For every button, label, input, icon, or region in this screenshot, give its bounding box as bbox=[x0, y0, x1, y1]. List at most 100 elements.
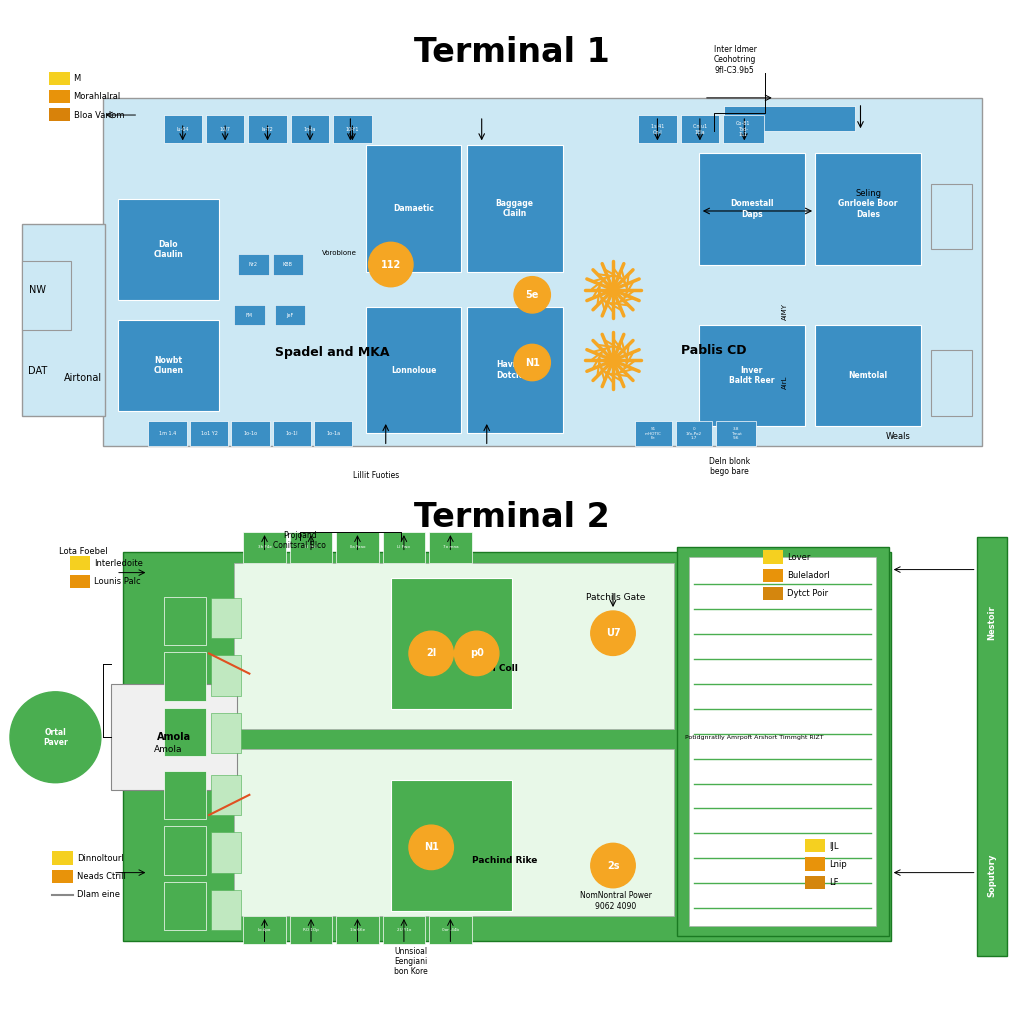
Bar bbox=[206, 115, 245, 143]
Bar bbox=[102, 98, 982, 446]
Bar bbox=[429, 916, 472, 944]
Text: Nemtolal: Nemtolal bbox=[849, 371, 888, 380]
Bar bbox=[118, 199, 219, 300]
Text: Buleladorl: Buleladorl bbox=[786, 571, 829, 581]
Text: 10-Y1: 10-Y1 bbox=[346, 127, 359, 132]
Bar bbox=[763, 550, 782, 563]
Bar bbox=[164, 771, 206, 819]
Text: Airtonal: Airtonal bbox=[63, 373, 101, 383]
Bar bbox=[211, 598, 242, 638]
Text: p0: p0 bbox=[470, 648, 483, 658]
Text: Dlam eine: Dlam eine bbox=[77, 890, 120, 899]
Text: JeF: JeF bbox=[286, 312, 294, 317]
Bar bbox=[234, 750, 674, 916]
Circle shape bbox=[409, 825, 454, 869]
Bar bbox=[164, 652, 206, 700]
Bar bbox=[211, 774, 242, 815]
Text: 3.8
Tmut
9.6: 3.8 Tmut 9.6 bbox=[731, 427, 741, 440]
Bar bbox=[681, 115, 719, 143]
Bar bbox=[763, 587, 782, 600]
Text: 7o mna: 7o mna bbox=[442, 546, 458, 549]
Bar bbox=[244, 916, 286, 944]
Text: Interledoite: Interledoite bbox=[94, 559, 142, 568]
Bar bbox=[118, 321, 219, 411]
Text: Lach Coll: Lach Coll bbox=[472, 665, 517, 673]
Text: 0or .44b: 0or .44b bbox=[442, 928, 459, 932]
Text: Lota Foebel: Lota Foebel bbox=[59, 547, 109, 556]
Text: AIMY: AIMY bbox=[781, 303, 787, 321]
Text: Pachind Rike: Pachind Rike bbox=[472, 856, 537, 865]
Text: Lover: Lover bbox=[786, 553, 810, 562]
Text: Lo.4po: Lo.4po bbox=[258, 928, 271, 932]
Bar bbox=[391, 578, 512, 709]
Bar bbox=[234, 305, 264, 326]
Text: U7: U7 bbox=[606, 628, 621, 638]
Text: LI Fe6: LI Fe6 bbox=[305, 546, 316, 549]
Text: 0
1Yo-Po2
1.7: 0 1Yo-Po2 1.7 bbox=[686, 427, 701, 440]
Text: S1
mHOTIC
Fe: S1 mHOTIC Fe bbox=[645, 427, 662, 440]
Bar bbox=[805, 876, 825, 889]
Text: Baggage
Clailn: Baggage Clailn bbox=[496, 199, 534, 218]
Circle shape bbox=[591, 844, 635, 888]
Text: Amola: Amola bbox=[157, 732, 190, 742]
Text: RO 1Op: RO 1Op bbox=[303, 928, 318, 932]
Bar bbox=[70, 556, 90, 569]
Bar bbox=[467, 145, 562, 271]
Text: 1n-la: 1n-la bbox=[304, 127, 316, 132]
Bar bbox=[70, 574, 90, 588]
Bar bbox=[49, 90, 70, 102]
Bar bbox=[689, 557, 876, 926]
Bar bbox=[274, 305, 305, 326]
Text: Terminal 2: Terminal 2 bbox=[414, 501, 610, 534]
Bar bbox=[164, 882, 206, 930]
Text: 1m 1.4: 1m 1.4 bbox=[159, 431, 176, 436]
Bar bbox=[189, 421, 228, 446]
Text: 10/7: 10/7 bbox=[219, 127, 230, 132]
Text: Nowbt
Clunen: Nowbt Clunen bbox=[154, 355, 183, 375]
Text: la-T2: la-T2 bbox=[262, 127, 273, 132]
Bar bbox=[211, 655, 242, 696]
Bar bbox=[383, 916, 425, 944]
Text: Lillit Fuoties: Lillit Fuoties bbox=[352, 471, 398, 480]
Bar bbox=[336, 532, 379, 562]
Text: Nr2: Nr2 bbox=[249, 262, 258, 267]
Circle shape bbox=[591, 611, 635, 655]
Text: N1: N1 bbox=[424, 843, 438, 852]
Bar bbox=[49, 108, 70, 121]
Text: Terminal 1: Terminal 1 bbox=[414, 36, 610, 69]
Bar bbox=[234, 562, 674, 729]
Text: Projoand
Conitsral Blco: Projoand Conitsral Blco bbox=[273, 530, 327, 550]
Bar bbox=[164, 708, 206, 757]
Bar bbox=[723, 115, 764, 143]
Bar bbox=[314, 421, 352, 446]
Text: NomNontral Power
9062 4090: NomNontral Power 9062 4090 bbox=[581, 891, 652, 910]
Bar bbox=[290, 532, 332, 562]
Bar bbox=[805, 840, 825, 852]
Bar bbox=[635, 421, 672, 446]
Text: 1s 41
Cn-l: 1s 41 Cn-l bbox=[651, 124, 665, 134]
Bar bbox=[23, 224, 104, 416]
Text: Deln blonk
bego bare: Deln blonk bego bare bbox=[709, 457, 750, 476]
Bar bbox=[111, 684, 238, 790]
Bar bbox=[638, 115, 677, 143]
Bar bbox=[383, 532, 425, 562]
Circle shape bbox=[514, 344, 550, 381]
Text: N1: N1 bbox=[524, 357, 540, 368]
Text: 2l: 2l bbox=[426, 648, 436, 658]
Bar bbox=[333, 115, 372, 143]
Text: M: M bbox=[74, 74, 81, 83]
Bar bbox=[211, 713, 242, 754]
Bar bbox=[211, 890, 242, 930]
Text: Lnip: Lnip bbox=[829, 860, 847, 869]
Text: Dalo
Claulin: Dalo Claulin bbox=[154, 240, 183, 259]
Bar bbox=[815, 154, 922, 264]
Text: LI Fwo: LI Fwo bbox=[397, 546, 411, 549]
Bar bbox=[148, 421, 186, 446]
Text: Nestoir: Nestoir bbox=[987, 606, 996, 640]
Text: Bloa Varlom: Bloa Varlom bbox=[74, 111, 124, 120]
Text: Seling: Seling bbox=[855, 189, 882, 199]
Bar bbox=[291, 115, 329, 143]
Text: Vorobione: Vorobione bbox=[322, 251, 356, 256]
Text: 1o-1o: 1o-1o bbox=[244, 431, 257, 436]
Bar bbox=[52, 869, 73, 883]
